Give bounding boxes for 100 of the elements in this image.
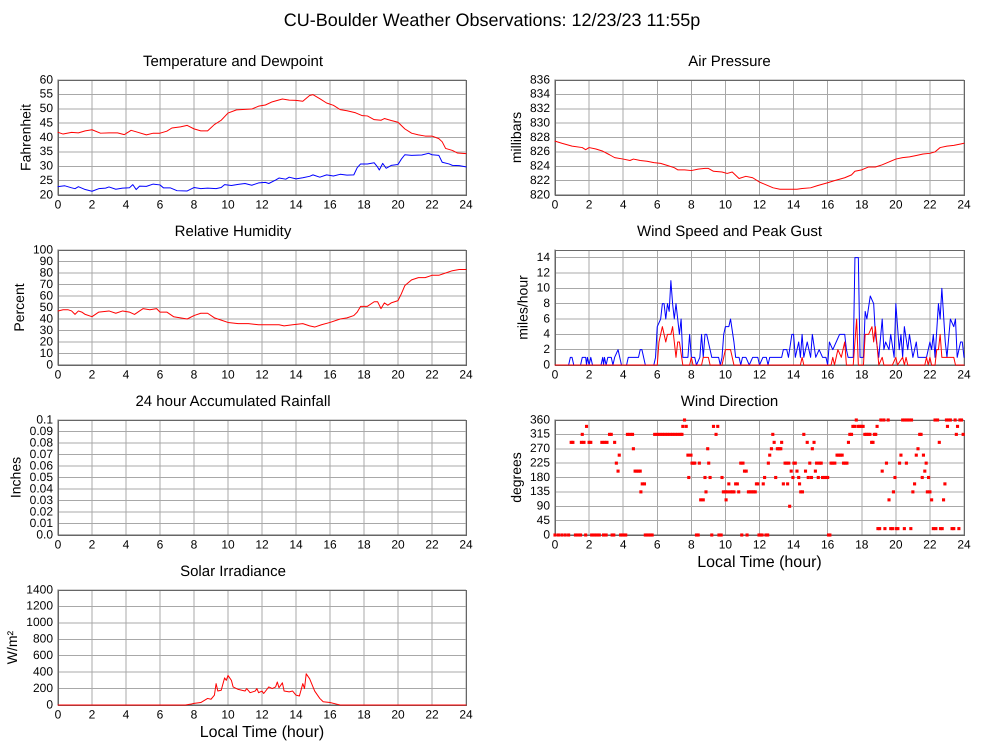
- y-tick-label: 55: [40, 86, 54, 101]
- x-tick-label: 14: [289, 708, 303, 722]
- y-tick-label: 50: [40, 300, 54, 314]
- y-tick-label: 315: [530, 426, 550, 441]
- y-tick-label: 0.07: [30, 446, 54, 461]
- x-tick-label: 24: [459, 708, 473, 722]
- x-tick-label: 12: [752, 538, 766, 552]
- x-tick-label: 14: [786, 538, 801, 552]
- x-tick-label: 22: [425, 198, 439, 212]
- y-tick-label: 832: [530, 101, 550, 116]
- x-tick-label: 16: [820, 538, 835, 552]
- y-axis-title: Fahrenheit: [18, 104, 34, 171]
- x-tick-label: 4: [620, 368, 627, 382]
- y-tick-label: 30: [40, 158, 54, 173]
- x-tick-label: 18: [855, 368, 869, 382]
- x-tick-label: 10: [221, 538, 235, 552]
- y-tick-label: 8: [543, 296, 550, 310]
- x-tick-label: 18: [855, 198, 869, 212]
- y-axis-title: W/m²: [4, 630, 20, 664]
- x-tick-label: 12: [752, 368, 766, 382]
- chart-title: Relative Humidity: [174, 223, 292, 240]
- x-tick-label: 2: [586, 538, 593, 552]
- x-tick-label: 4: [122, 708, 130, 722]
- y-tick-label: 820: [530, 187, 550, 202]
- x-tick-label: 4: [620, 538, 627, 552]
- y-tick-label: 10: [536, 280, 550, 295]
- x-tick-label: 8: [190, 198, 198, 212]
- x-axis-title: Local Time (hour): [200, 724, 324, 741]
- x-tick-label: 10: [221, 368, 235, 382]
- y-tick-label: 826: [530, 144, 550, 158]
- x-tick-label: 16: [323, 368, 337, 382]
- x-tick-label: 2: [88, 368, 96, 382]
- x-tick-label: 24: [459, 538, 473, 552]
- y-tick-label: 834: [530, 86, 550, 101]
- y-tick-label: 0.03: [30, 492, 54, 507]
- x-tick-label: 20: [391, 538, 405, 552]
- x-tick-label: 12: [255, 708, 269, 722]
- x-tick-label: 18: [357, 538, 371, 552]
- y-axis-title: millibars: [508, 112, 524, 164]
- y-tick-label: 0: [46, 697, 54, 712]
- x-tick-label: 8: [190, 368, 198, 382]
- y-tick-label: 90: [536, 498, 550, 513]
- x-tick-label: 16: [323, 708, 337, 722]
- y-tick-label: 0.09: [30, 424, 54, 438]
- y-tick-label: 25: [40, 172, 54, 187]
- x-tick-label: 8: [688, 538, 695, 552]
- x-tick-label: 10: [718, 198, 732, 212]
- x-tick-label: 10: [718, 538, 732, 552]
- y-tick-label: 0: [543, 357, 550, 372]
- y-tick-label: 1200: [26, 598, 54, 613]
- x-tick-label: 6: [654, 198, 661, 212]
- x-tick-label: 2: [88, 708, 96, 722]
- x-tick-label: 20: [889, 198, 903, 212]
- y-tick-label: 0: [543, 527, 550, 542]
- y-tick-label: 20: [40, 187, 54, 202]
- y-tick-label: 0.05: [30, 470, 54, 484]
- y-tick-label: 0.08: [30, 435, 54, 450]
- chart-title: Temperature and Dewpoint: [142, 53, 324, 70]
- x-tick-label: 18: [855, 538, 869, 552]
- y-tick-label: 225: [530, 455, 550, 470]
- y-axis-title: degrees: [508, 452, 524, 503]
- y-tick-label: 836: [530, 72, 550, 86]
- x-tick-label: 22: [425, 538, 439, 552]
- x-tick-label: 18: [357, 708, 371, 722]
- x-tick-label: 20: [889, 368, 903, 382]
- x-tick-label: 12: [752, 198, 766, 212]
- y-tick-label: 0.04: [30, 481, 54, 496]
- y-axis-title: Percent: [10, 283, 27, 332]
- x-tick-label: 4: [122, 368, 130, 382]
- x-tick-label: 6: [654, 368, 661, 382]
- y-tick-label: 200: [32, 680, 54, 695]
- x-tick-label: 22: [425, 708, 439, 722]
- x-tick-label: 6: [156, 368, 164, 382]
- y-tick-label: 10: [40, 346, 54, 360]
- y-tick-label: 40: [40, 130, 54, 144]
- y-tick-label: 14: [536, 250, 550, 264]
- chart-title: Wind Direction: [680, 393, 778, 410]
- y-tick-label: 60: [40, 288, 54, 302]
- y-tick-label: 30: [40, 322, 54, 337]
- y-tick-label: 50: [40, 101, 54, 116]
- x-tick-label: 18: [357, 368, 371, 382]
- y-tick-label: 100: [32, 242, 54, 256]
- y-tick-label: 70: [40, 276, 54, 291]
- x-tick-label: 2: [586, 368, 593, 382]
- x-tick-label: 14: [289, 198, 303, 212]
- x-tick-label: 22: [923, 538, 937, 552]
- chart-title: Air Pressure: [688, 53, 771, 70]
- y-tick-label: 0.02: [30, 504, 54, 518]
- x-tick-label: 4: [122, 538, 130, 552]
- y-tick-label: 35: [40, 144, 54, 158]
- chart-title: Solar Irradiance: [180, 563, 286, 580]
- x-tick-label: 16: [820, 368, 835, 382]
- x-tick-label: 24: [957, 368, 971, 382]
- chart-title: Wind Speed and Peak Gust: [636, 223, 823, 240]
- x-tick-label: 6: [156, 538, 164, 552]
- x-tick-label: 12: [255, 198, 269, 212]
- y-tick-label: 822: [530, 172, 550, 187]
- x-tick-label: 12: [255, 538, 269, 552]
- x-tick-label: 20: [391, 708, 405, 722]
- y-tick-label: 180: [530, 470, 550, 484]
